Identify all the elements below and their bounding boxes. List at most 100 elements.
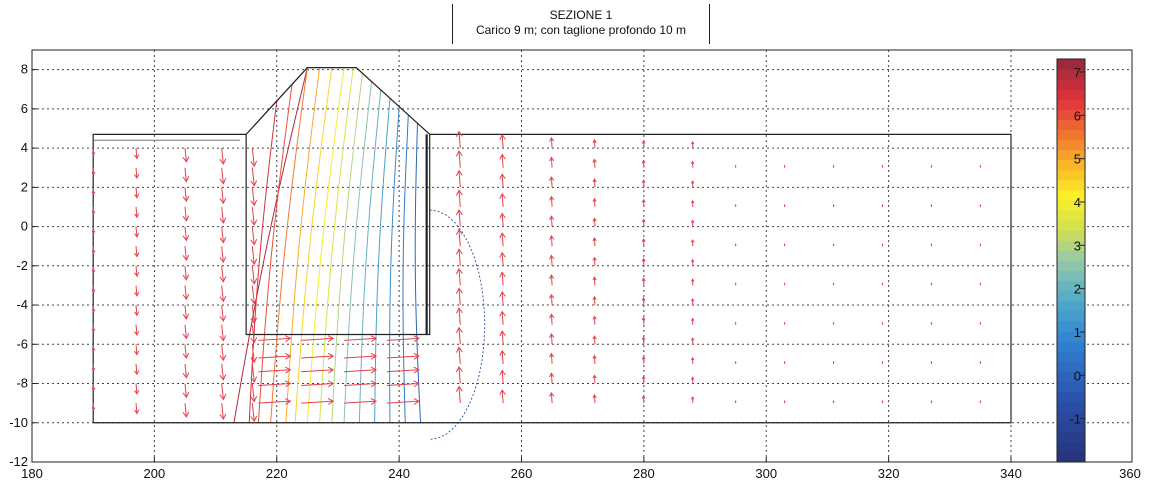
vector-arrow: [258, 352, 292, 360]
vector-arrow: [258, 380, 292, 388]
vector-arrow: [301, 352, 335, 360]
vector-head: [592, 158, 597, 163]
vector-head: [734, 360, 737, 363]
vector-arrow: [386, 398, 420, 405]
vector-head: [690, 297, 695, 302]
vector-shaft: [184, 304, 187, 319]
vector-head: [641, 375, 646, 380]
vector-arrow: [592, 374, 597, 384]
vector-head: [327, 335, 335, 343]
vector-shaft: [344, 382, 377, 386]
y-tick-label: 8: [21, 62, 28, 77]
vector-shaft: [184, 246, 187, 261]
vector-arrow: [832, 321, 835, 325]
vector-arrow: [219, 324, 227, 342]
vector-arrow: [134, 226, 140, 238]
vector-arrow: [592, 354, 597, 364]
vector-arrow: [783, 360, 786, 364]
colorbar-segment: [1057, 361, 1085, 372]
vector-head: [979, 282, 982, 285]
vector-arrow: [592, 178, 597, 188]
vector-shaft: [251, 363, 255, 382]
vector-head: [499, 173, 506, 180]
vector-head: [455, 130, 463, 137]
vector-head: [134, 330, 140, 336]
vector-arrow: [930, 282, 933, 286]
vector-head: [734, 203, 737, 206]
y-tick-label: -6: [16, 336, 28, 351]
vector-arrow: [592, 315, 597, 325]
vector-shaft: [221, 324, 224, 341]
vector-arrow: [219, 304, 227, 322]
vector-shaft: [135, 285, 138, 296]
x-tick-label: 340: [1000, 466, 1022, 481]
vector-arrow: [832, 400, 835, 404]
vector-shaft: [251, 265, 255, 284]
vector-head: [91, 230, 96, 235]
vector-shaft: [386, 369, 419, 373]
vector-head: [734, 400, 737, 403]
vector-head: [250, 160, 258, 168]
vector-head: [134, 232, 140, 238]
vector-arrow: [455, 209, 463, 227]
vector-head: [284, 398, 292, 405]
head-contour: [389, 106, 400, 423]
vector-shaft: [301, 369, 334, 373]
vector-shaft: [135, 187, 138, 198]
vector-head: [783, 360, 786, 363]
vector-arrow: [641, 375, 646, 384]
vector-arrow: [455, 169, 463, 188]
vector-head: [455, 209, 463, 216]
vector-shaft: [184, 403, 187, 417]
colorbar-segment: [1057, 421, 1085, 433]
vector-head: [455, 385, 463, 392]
vector-arrow: [455, 326, 463, 345]
vector-head: [134, 174, 140, 179]
vector-head: [641, 336, 646, 340]
x-tick-label: 320: [878, 466, 900, 481]
vector-arrow: [455, 248, 463, 266]
velocity-vectors: [91, 130, 982, 423]
head-contour: [414, 123, 422, 423]
vector-arrow: [592, 197, 597, 207]
vector-arrow: [549, 274, 555, 286]
vector-head: [134, 291, 140, 297]
vector-arrow: [783, 321, 786, 325]
vector-arrow: [182, 324, 190, 340]
colorbar-segment: [1057, 240, 1085, 251]
vector-head: [690, 337, 695, 341]
head-contour: [374, 98, 391, 423]
vector-head: [134, 389, 140, 395]
head-contour: [270, 67, 308, 423]
vector-arrow: [182, 403, 190, 418]
vector-head: [690, 396, 695, 400]
vector-head: [134, 154, 140, 160]
colorbar-segment: [1057, 230, 1085, 241]
vector-arrow: [455, 346, 463, 364]
vector-arrow: [549, 136, 555, 149]
vector-arrow: [690, 317, 695, 325]
vector-head: [734, 321, 737, 324]
vector-head: [250, 337, 258, 344]
vector-head: [455, 326, 463, 334]
domain-outline: [92, 133, 1012, 424]
vector-head: [219, 217, 227, 224]
vector-head: [549, 293, 555, 299]
vector-arrow: [641, 355, 646, 364]
vector-head: [592, 374, 597, 379]
vector-arrow: [91, 148, 96, 156]
vector-arrow: [250, 403, 258, 423]
vector-shaft: [184, 167, 187, 182]
y-tick-label: -2: [16, 258, 28, 273]
vector-head: [832, 360, 835, 363]
colorbar-segment: [1057, 290, 1085, 302]
colorbar-segment: [1057, 351, 1085, 362]
vector-shaft: [458, 347, 461, 364]
colorbar-frame: [1056, 58, 1086, 463]
vector-head: [783, 243, 786, 246]
vector-shaft: [221, 187, 224, 204]
vector-shaft: [184, 265, 187, 280]
vector-shaft: [135, 226, 138, 237]
vector-head: [549, 313, 555, 319]
vector-arrow: [499, 251, 506, 266]
